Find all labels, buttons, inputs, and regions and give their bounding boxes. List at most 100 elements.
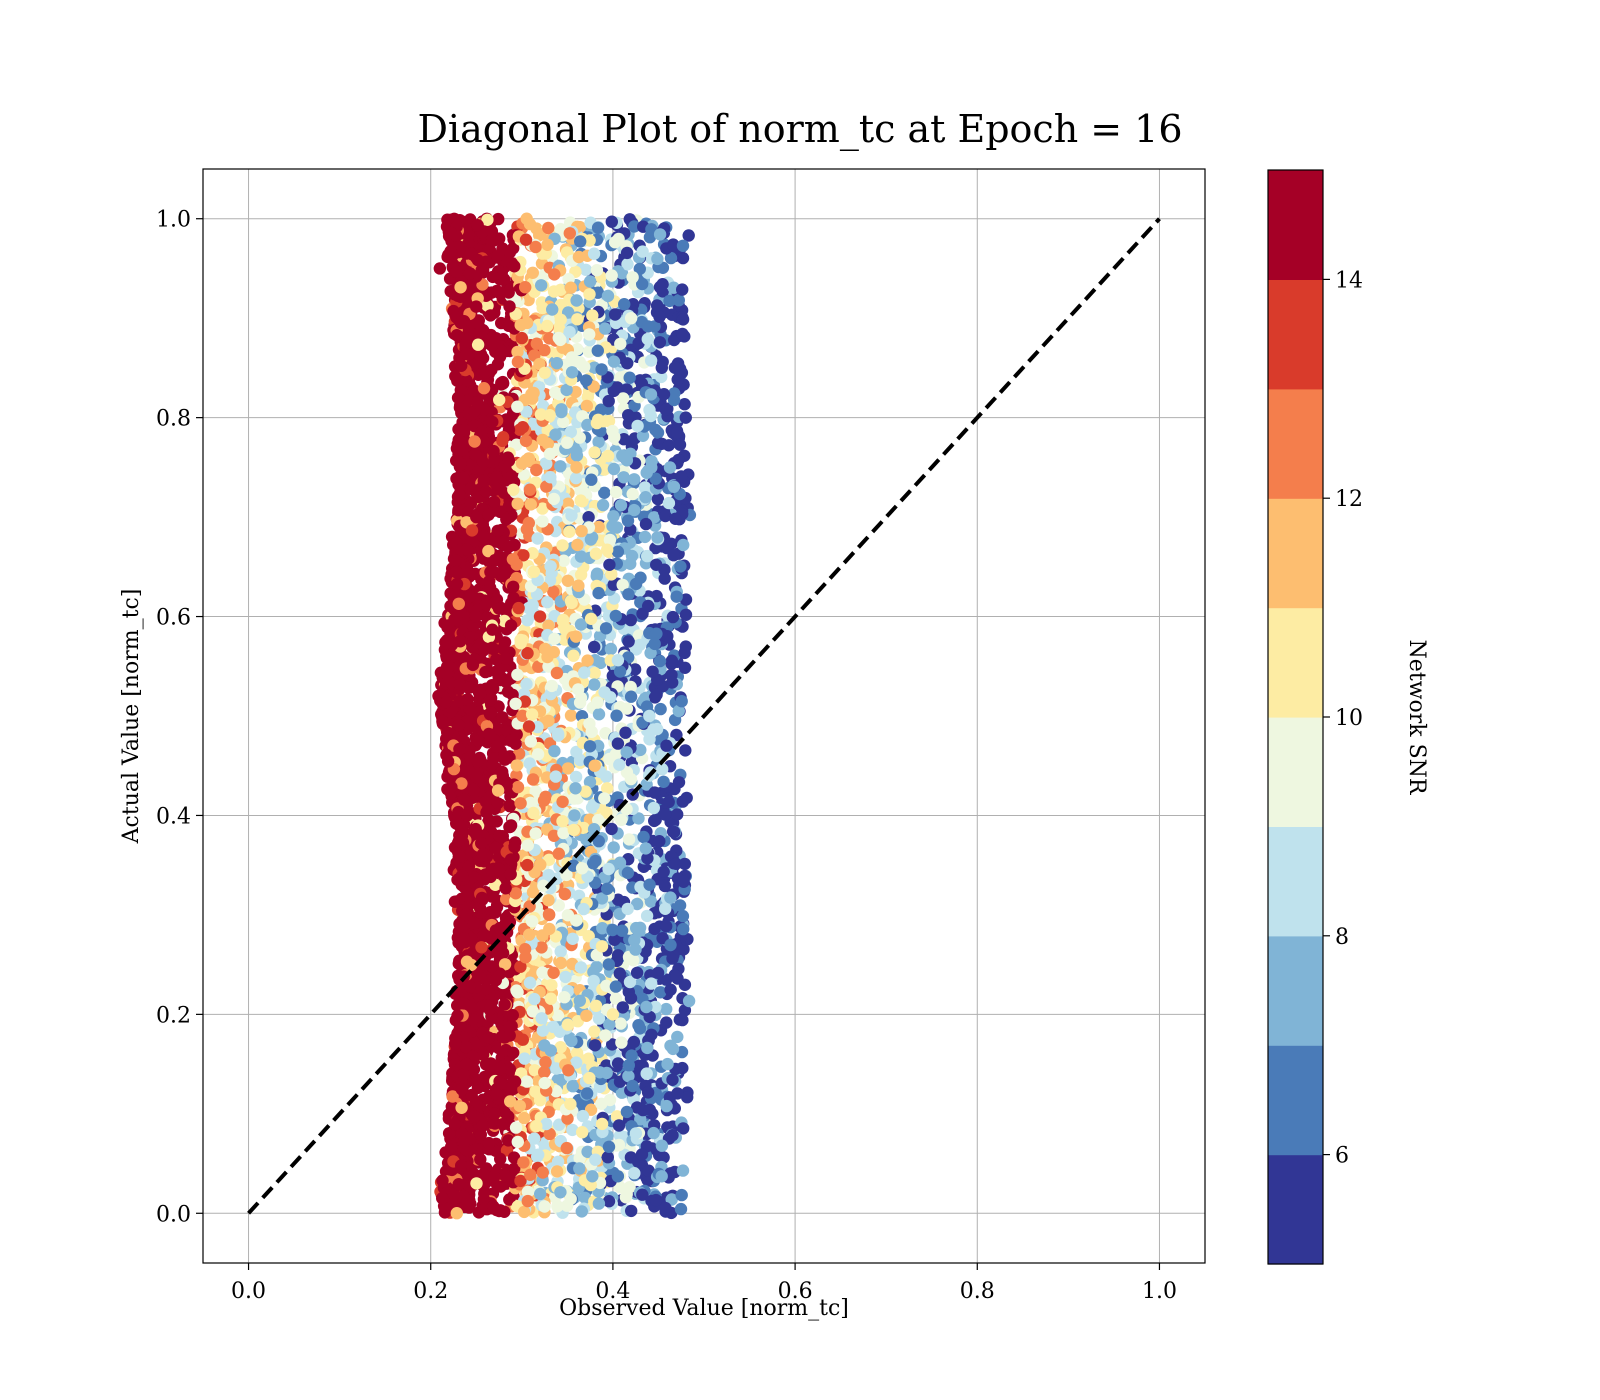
scatter-point — [592, 1012, 606, 1025]
scatter-point — [523, 217, 537, 231]
scatter-point — [538, 1066, 551, 1079]
scatter-point — [662, 496, 676, 510]
scatter-point — [674, 560, 687, 573]
scatter-point — [576, 1126, 589, 1139]
scatter-point — [521, 647, 534, 660]
scatter-point — [588, 640, 601, 654]
scatter-point — [596, 922, 609, 935]
scatter-point — [558, 887, 572, 901]
scatter-point — [445, 780, 458, 794]
scatter-point — [595, 1117, 609, 1131]
scatter-point — [506, 1009, 519, 1022]
scatter-point — [632, 1018, 645, 1032]
scatter-point — [547, 829, 561, 842]
scatter-point — [616, 578, 629, 592]
scatter-point — [528, 1132, 541, 1145]
scatter-point — [511, 780, 525, 794]
scatter-point — [648, 511, 661, 524]
scatter-point — [654, 986, 667, 999]
scatter-point — [457, 997, 471, 1010]
scatter-point — [524, 735, 537, 748]
scatter-point — [451, 1009, 464, 1022]
scatter-point — [505, 1019, 518, 1033]
scatter-point — [640, 909, 654, 923]
scatter-point — [521, 839, 534, 852]
scatter-point — [619, 726, 632, 739]
scatter-point — [455, 777, 468, 790]
scatter-point — [621, 866, 635, 880]
scatter-point — [655, 1139, 669, 1152]
scatter-point — [676, 313, 690, 326]
scatter-point — [445, 1140, 458, 1154]
scatter-point — [631, 419, 644, 433]
scatter-point — [480, 982, 493, 996]
scatter-point — [520, 405, 533, 418]
scatter-point — [601, 882, 614, 895]
scatter-point — [559, 970, 572, 984]
scatter-point — [558, 621, 571, 634]
scatter-point — [551, 1009, 565, 1022]
scatter-point — [601, 289, 615, 303]
scatter-point — [480, 485, 493, 498]
scatter-point — [508, 260, 521, 273]
plot-area: 0.0 0.2 0.4 0.6 0.8 1.0 0.00.20.40.60.81.0 Ob… — [119, 168, 1206, 1321]
scatter-point — [621, 258, 634, 271]
scatter-point — [598, 486, 611, 499]
scatter-point — [550, 1165, 564, 1178]
scatter-point — [647, 801, 660, 815]
scatter-point — [628, 220, 641, 233]
scatter-point — [490, 470, 503, 483]
scatter-point — [648, 637, 661, 651]
scatter-point — [659, 1201, 672, 1215]
scatter-point — [678, 661, 692, 674]
scatter-point — [526, 598, 539, 612]
scatter-point — [665, 654, 679, 667]
scatter-point — [677, 1122, 690, 1135]
scatter-point — [508, 840, 521, 854]
scatter-point — [615, 1036, 628, 1049]
scatter-point — [628, 503, 641, 517]
scatter-point — [477, 382, 491, 395]
scatter-point — [460, 1057, 473, 1071]
scatter-point — [622, 833, 636, 846]
scatter-point — [549, 428, 562, 441]
scatter-point — [613, 967, 626, 980]
scatter-point — [611, 1057, 625, 1070]
scatter-point — [604, 642, 618, 656]
scatter-point — [516, 1033, 529, 1046]
scatter-point — [493, 829, 506, 842]
scatter-point — [565, 596, 578, 610]
scatter-point — [516, 709, 529, 722]
scatter-point — [452, 587, 465, 601]
scatter-point — [636, 1188, 649, 1201]
scatter-point — [600, 979, 613, 992]
scatter-point — [454, 457, 467, 470]
scatter-point — [633, 262, 646, 276]
scatter-point — [465, 703, 478, 717]
scatter-point — [623, 975, 637, 989]
scatter-point — [615, 813, 628, 827]
scatter-point — [511, 668, 524, 681]
scatter-point — [591, 344, 604, 357]
scatter-point — [613, 758, 626, 771]
scatter-point — [481, 213, 494, 226]
scatter-point — [499, 675, 513, 689]
scatter-point — [607, 510, 620, 523]
scatter-point — [557, 826, 570, 840]
scatter-point — [530, 1119, 543, 1133]
scatter-point — [503, 1193, 516, 1206]
scatter-point — [526, 773, 540, 786]
scatter-point — [644, 409, 657, 423]
scatter-point — [603, 558, 616, 571]
scatter-point — [590, 264, 604, 277]
scatter-point — [510, 759, 523, 772]
scatter-point — [630, 966, 644, 979]
scatter-point — [497, 569, 511, 583]
scatter-point — [594, 656, 607, 670]
scatter-point — [542, 221, 555, 235]
scatter-point — [646, 665, 659, 678]
scatter-point — [588, 446, 601, 459]
scatter-point — [650, 627, 663, 640]
scatter-point — [644, 354, 658, 367]
scatter-point — [476, 1048, 490, 1061]
